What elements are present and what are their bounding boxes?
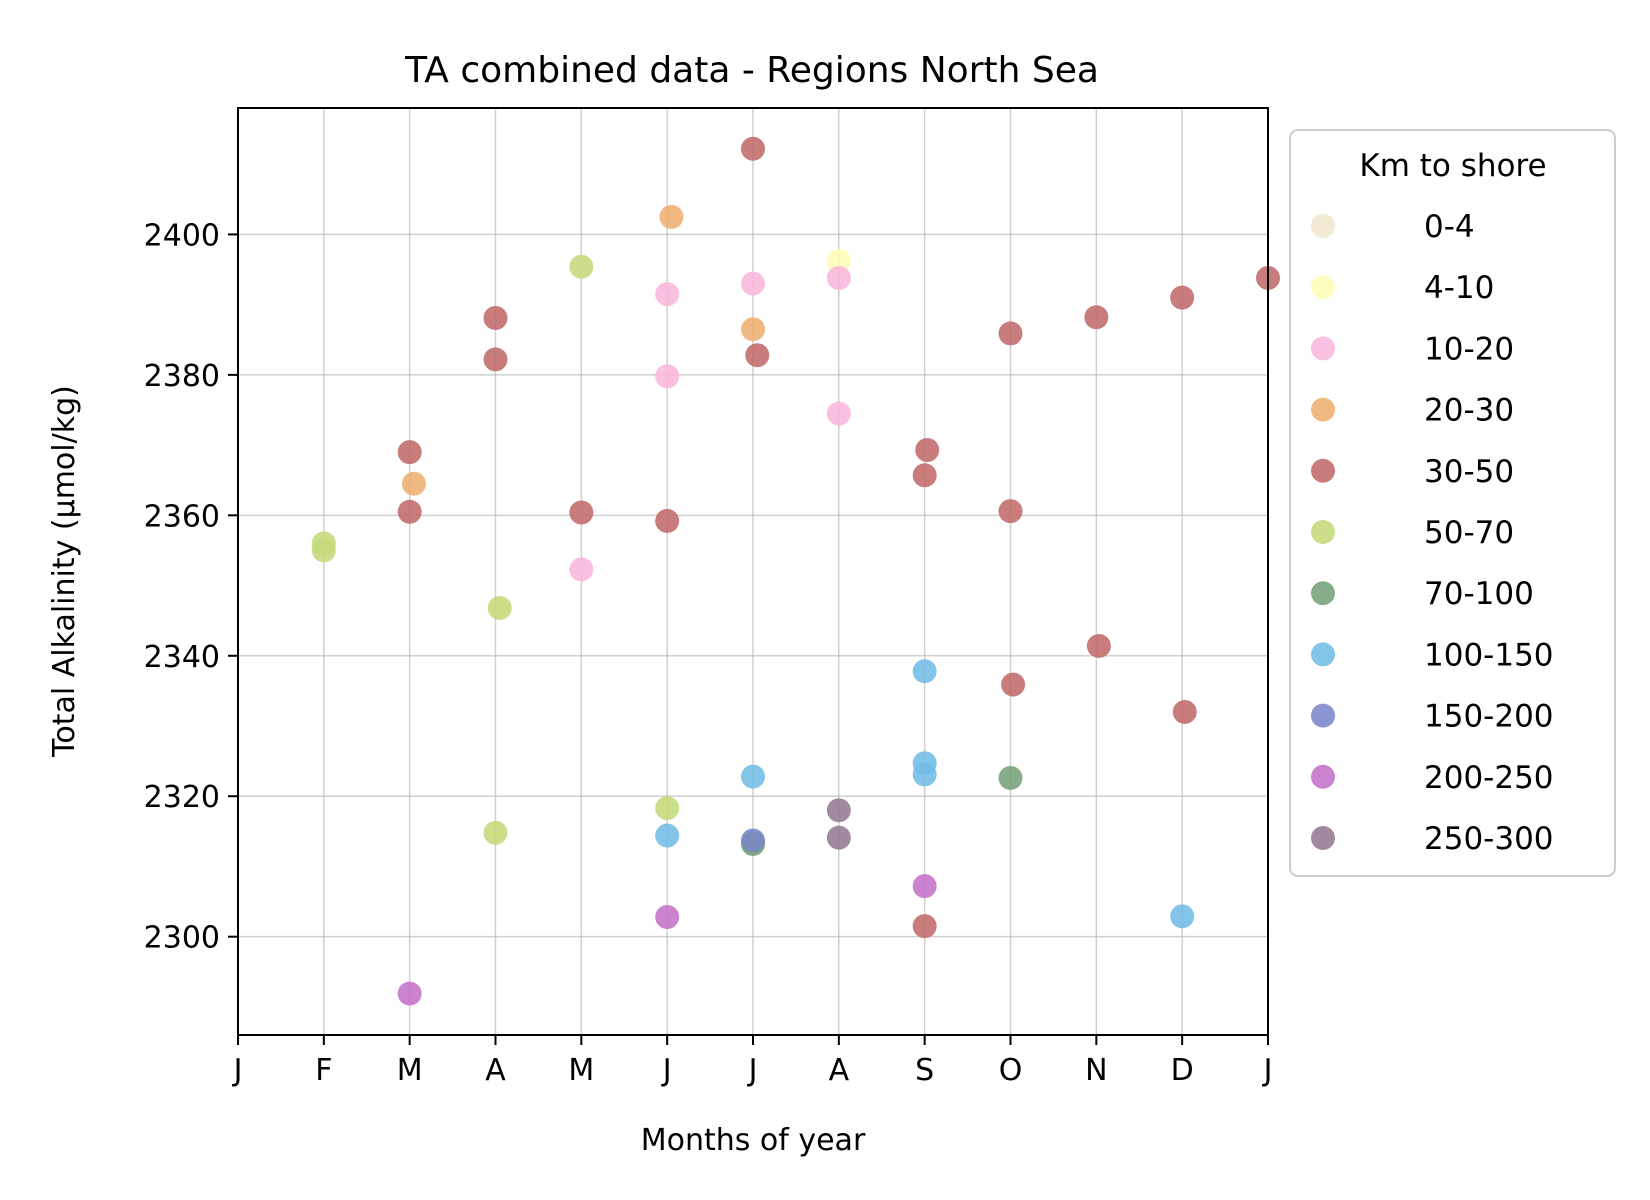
legend-entry-label: 4-10	[1424, 270, 1494, 306]
y-axis-ticks: 2300 2320 2340 2360 2380 2400	[144, 218, 238, 956]
data-point-200-250	[655, 905, 680, 930]
data-point-50-70	[483, 820, 508, 845]
data-point-4-10	[826, 249, 851, 274]
x-tick-label: M	[568, 1053, 594, 1088]
data-point-70-100	[998, 765, 1023, 790]
chart-title: TA combined data - Regions North Sea	[404, 50, 1099, 91]
legend-entry-label: 50-70	[1424, 515, 1514, 551]
data-point-10-20	[655, 282, 680, 307]
legend-marker	[1311, 458, 1335, 483]
data-point-20-30	[741, 317, 765, 342]
grid-lines	[237, 108, 1269, 1035]
legend-marker	[1311, 826, 1335, 850]
data-point-100-150	[912, 659, 937, 684]
legend-marker	[1311, 336, 1335, 361]
data-point-30-50	[569, 500, 594, 525]
legend-entries: 0-4 4-10 10-20 20-30 30-50 50-70 70-100 100-150…	[1311, 209, 1554, 857]
data-point-30-50	[1086, 633, 1111, 658]
y-tick-label: 2400	[144, 218, 220, 253]
y-tick-label: 2320	[144, 780, 220, 815]
legend-marker	[1311, 764, 1335, 789]
x-tick-label: A	[485, 1053, 506, 1088]
data-point-50-70	[569, 254, 594, 279]
data-point-250-300	[826, 798, 851, 823]
data-point-30-50	[1001, 672, 1026, 697]
y-axis-label: Total Alkalinity (μmol/kg)	[47, 385, 82, 758]
data-point-50-70	[311, 538, 336, 563]
data-point-30-50	[655, 508, 680, 533]
legend-entry-label: 70-100	[1424, 576, 1534, 612]
data-point-30-50	[397, 440, 422, 465]
legend-marker	[1311, 703, 1335, 728]
data-point-30-50	[912, 463, 937, 488]
data-point-30-50	[397, 499, 422, 524]
legend-marker	[1311, 581, 1335, 606]
legend-entry-label: 150-200	[1424, 699, 1554, 735]
data-points	[311, 136, 1280, 1006]
data-point-20-30	[659, 204, 684, 229]
data-point-250-300	[826, 825, 851, 850]
x-axis-label: Months of year	[641, 1123, 866, 1158]
data-point-100-150	[655, 823, 680, 848]
legend-entry-label: 0-4	[1424, 209, 1475, 245]
x-tick-label: J	[232, 1053, 243, 1088]
legend-entry-label: 200-250	[1424, 760, 1554, 796]
x-tick-label: M	[397, 1053, 423, 1088]
data-point-30-50	[745, 343, 770, 368]
legend-entry-label: 20-30	[1424, 393, 1514, 429]
data-point-30-50	[915, 438, 940, 463]
x-tick-label: J	[661, 1053, 672, 1088]
data-point-30-50	[1172, 699, 1197, 724]
data-point-10-20	[655, 364, 680, 389]
y-tick-label: 2380	[144, 359, 220, 394]
data-point-100-150	[741, 764, 765, 789]
legend: Km to shore 0-4 4-10 10-20 20-30 30-50 50-70 7…	[1289, 129, 1616, 877]
x-tick-label: S	[915, 1053, 934, 1088]
data-point-30-50	[483, 305, 508, 330]
x-tick-label: N	[1085, 1053, 1107, 1088]
legend-entry-label: 100-150	[1424, 637, 1554, 673]
data-point-30-50	[912, 914, 937, 939]
x-tick-label: A	[829, 1053, 850, 1088]
legend-marker	[1311, 275, 1335, 300]
legend-entry-label: 30-50	[1424, 454, 1514, 490]
data-point-20-30	[401, 471, 426, 496]
legend-marker	[1311, 642, 1335, 667]
data-point-10-20	[826, 401, 851, 426]
legend-entry-label: 250-300	[1424, 821, 1554, 857]
data-point-200-250	[912, 874, 937, 899]
data-point-30-50	[1170, 285, 1195, 310]
y-tick-label: 2340	[144, 640, 220, 675]
legend-title: Km to shore	[1359, 148, 1546, 184]
data-point-30-50	[1084, 305, 1109, 330]
data-point-10-20	[569, 557, 594, 582]
data-point-10-20	[741, 271, 765, 296]
data-point-100-150	[1170, 904, 1195, 929]
data-point-150-200	[741, 828, 765, 853]
data-point-100-150	[912, 762, 937, 787]
data-point-30-50	[483, 347, 508, 372]
data-point-30-50	[998, 321, 1023, 346]
legend-marker	[1311, 520, 1335, 544]
y-tick-label: 2360	[144, 499, 220, 534]
x-tick-label: J	[1262, 1053, 1273, 1088]
x-tick-label: F	[315, 1053, 332, 1088]
data-point-30-50	[741, 136, 765, 161]
legend-entry-label: 10-20	[1424, 331, 1514, 367]
legend-marker	[1311, 397, 1335, 422]
legend-box	[1289, 129, 1616, 877]
y-tick-label: 2300	[144, 921, 220, 956]
data-point-30-50	[998, 499, 1023, 524]
data-point-50-70	[487, 596, 512, 621]
data-point-50-70	[655, 796, 680, 821]
x-tick-label: O	[999, 1053, 1023, 1088]
data-point-200-250	[397, 981, 422, 1006]
x-tick-label: J	[747, 1053, 758, 1088]
data-point-10-20	[826, 265, 851, 290]
legend-marker	[1311, 214, 1335, 238]
x-tick-label: D	[1171, 1053, 1194, 1088]
